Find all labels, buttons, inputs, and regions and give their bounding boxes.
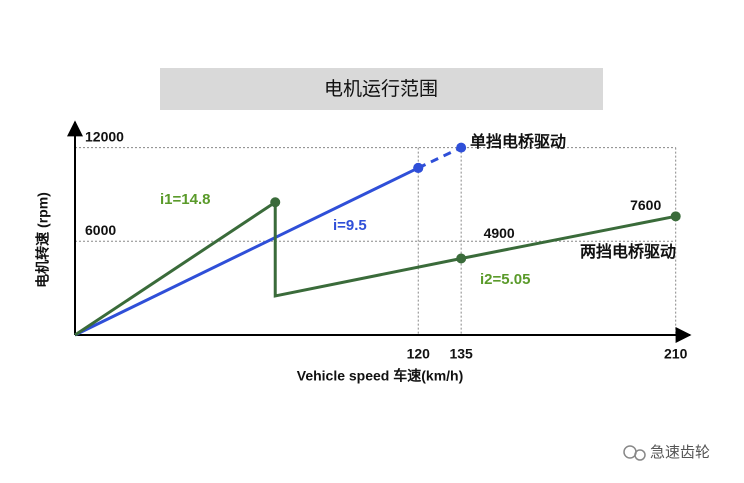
data-point	[413, 162, 424, 173]
watermark: 急速齿轮	[623, 444, 710, 461]
data-label: 7600	[630, 197, 661, 213]
y-tick-label: 6000	[85, 222, 116, 238]
data-point	[270, 197, 281, 208]
x-tick-label: 120	[407, 346, 431, 362]
series-line	[74, 166, 419, 337]
x-axis-label: Vehicle speed 车速(km/h)	[297, 368, 464, 384]
data-point	[456, 142, 467, 153]
annotation: i1=14.8	[160, 191, 210, 208]
watermark-icon	[623, 445, 637, 459]
chart-title: 电机运行范围	[324, 78, 438, 100]
annotation: i=9.5	[333, 217, 367, 234]
data-point	[670, 211, 681, 222]
y-tick-label: 12000	[85, 128, 124, 144]
annotation: i2=5.05	[480, 271, 530, 288]
watermark-icon	[634, 449, 646, 461]
series-line	[74, 199, 676, 337]
series-line	[417, 146, 462, 170]
title-box	[160, 68, 603, 110]
data-label: 4900	[484, 225, 515, 241]
x-tick-label: 135	[449, 346, 473, 362]
data-point	[456, 253, 467, 264]
series-label: 单挡电桥驱动	[470, 132, 566, 151]
series-label: 两挡电桥驱动	[580, 242, 676, 261]
watermark-text: 急速齿轮	[650, 444, 710, 461]
x-tick-label: 210	[664, 346, 688, 362]
y-axis-label: 电机转速 (rpm)	[35, 192, 51, 288]
